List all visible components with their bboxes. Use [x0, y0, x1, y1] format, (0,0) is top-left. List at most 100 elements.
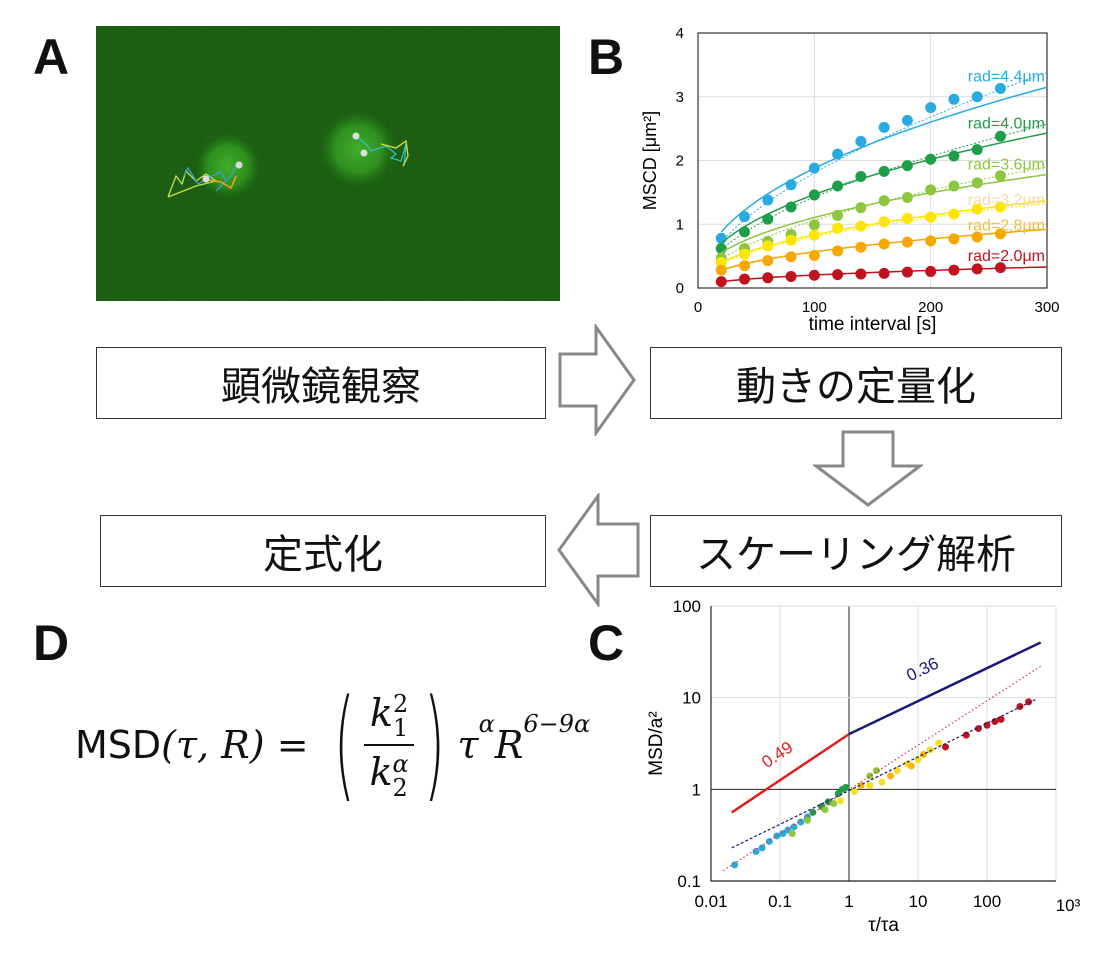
data-point	[739, 260, 751, 272]
data-point	[762, 240, 774, 252]
data-point	[948, 93, 960, 105]
reference-line	[848, 641, 1042, 736]
data-point	[788, 829, 796, 837]
data-point	[948, 233, 960, 245]
y-axis-label: MSD/a²	[646, 711, 667, 775]
data-point	[994, 130, 1006, 142]
series-label: rad=3.2μm	[968, 192, 1045, 209]
y-tick-label: 2	[676, 153, 684, 170]
data-point	[971, 91, 983, 103]
series-label: rad=3.6μm	[968, 157, 1045, 174]
data-point	[762, 255, 774, 267]
y-axis-label: MSCD [μm²]	[640, 111, 660, 210]
x-tick-label: 200	[918, 299, 943, 316]
data-point	[785, 201, 797, 213]
series-label: rad=2.0μm	[968, 248, 1045, 265]
reference-line	[731, 733, 850, 814]
flow-step-formulation: 定式化	[100, 515, 546, 587]
data-point	[739, 211, 751, 223]
data-point	[762, 194, 774, 206]
data-point	[762, 213, 774, 225]
y-tick-label: 10	[682, 689, 701, 708]
data-point	[925, 265, 937, 277]
data-point	[926, 746, 934, 754]
data-point	[878, 238, 890, 250]
eq-equals: =	[264, 723, 321, 767]
reference-line	[731, 699, 1036, 849]
data-point	[925, 211, 937, 223]
eq-lhs: MSD	[75, 723, 162, 767]
data-point	[773, 832, 781, 840]
data-point	[797, 818, 805, 826]
k2-sub: 2	[392, 773, 408, 802]
data-point	[994, 262, 1006, 274]
flow-step-quantification: 動きの定量化	[650, 347, 1062, 419]
data-point	[901, 160, 913, 172]
fit-line-dotted	[721, 202, 1048, 265]
panel-label-a: A	[33, 29, 70, 85]
data-point	[830, 800, 838, 808]
axes	[710, 606, 1056, 882]
data-point	[715, 232, 727, 244]
data-point	[994, 82, 1006, 94]
data-point	[855, 202, 867, 214]
data-point	[855, 170, 867, 182]
x-tick-label: 0	[694, 299, 702, 316]
data-point	[866, 772, 874, 780]
x-tick-label: 300	[1034, 299, 1059, 316]
data-point	[790, 823, 798, 831]
panel-label-c: C	[588, 615, 625, 671]
y-tick-label: 0.1	[677, 872, 701, 891]
data-point	[824, 798, 832, 806]
chart-b-mscd: 0 100 200 300 0 1 2 3 4 time interval [s] MSCD [μm…	[640, 25, 1060, 335]
data-point	[994, 170, 1006, 182]
data-point	[997, 715, 1005, 723]
data-point	[821, 806, 829, 814]
data-point	[925, 153, 937, 165]
y-tick-label: 100	[673, 597, 701, 616]
data-point	[765, 837, 773, 845]
data-point	[971, 263, 983, 275]
x-tick-label: 10	[909, 892, 928, 911]
slope-label: 0.49	[758, 738, 796, 772]
data-point	[832, 222, 844, 234]
data-point	[785, 179, 797, 191]
eq-args: (τ, R)	[161, 723, 265, 767]
data-point	[971, 231, 983, 243]
k2: k	[369, 750, 393, 794]
data-point	[803, 816, 811, 824]
fit-line	[720, 86, 1048, 233]
data-point	[832, 148, 844, 160]
data-point	[994, 228, 1006, 240]
R-exp: 6−9α	[523, 710, 591, 738]
data-point	[785, 234, 797, 246]
k1-sub: 1	[392, 714, 409, 742]
data-point	[878, 778, 886, 786]
right-paren: )	[423, 675, 445, 814]
data-point	[971, 177, 983, 189]
series-label: rad=2.8μm	[968, 217, 1045, 234]
series-label: rad=4.0μm	[968, 115, 1045, 132]
microscopy-image	[96, 26, 560, 301]
data-point	[832, 245, 844, 257]
data-point	[1025, 698, 1033, 706]
data-point	[919, 750, 927, 758]
data-point	[739, 248, 751, 260]
reference-line	[722, 665, 1042, 872]
particle	[352, 132, 360, 140]
data-point	[715, 276, 727, 288]
data-point	[842, 783, 850, 791]
data-point	[855, 135, 867, 147]
data-point	[971, 203, 983, 215]
fit-line-dotted	[720, 72, 1048, 243]
particle	[235, 161, 243, 169]
data-point	[731, 861, 739, 869]
data-point	[808, 162, 820, 174]
data-point	[878, 216, 890, 228]
data-point	[808, 229, 820, 241]
data-point	[752, 847, 760, 855]
y-tick-label: 1	[676, 216, 684, 233]
data-point	[762, 272, 774, 284]
data-point	[850, 787, 858, 795]
